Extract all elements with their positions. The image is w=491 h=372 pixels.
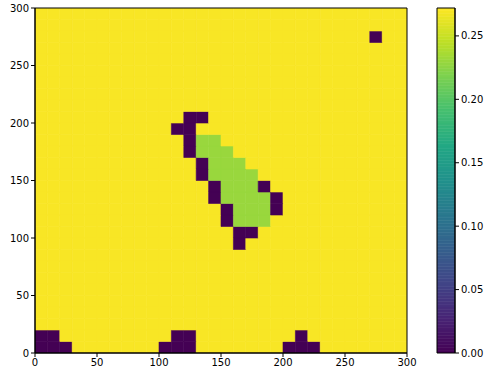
svg-text:200: 200 [10,118,29,129]
svg-text:0.25: 0.25 [461,30,483,41]
svg-text:250: 250 [335,357,354,368]
svg-text:0.20: 0.20 [461,94,483,105]
svg-text:200: 200 [273,357,292,368]
svg-text:100: 100 [149,357,168,368]
svg-text:150: 150 [10,175,29,186]
svg-text:250: 250 [10,60,29,71]
svg-text:0: 0 [32,357,38,368]
svg-text:0.00: 0.00 [461,348,483,359]
svg-text:300: 300 [10,3,29,14]
svg-text:300: 300 [397,357,416,368]
svg-text:0.15: 0.15 [461,157,483,168]
svg-text:150: 150 [211,357,230,368]
svg-text:0.05: 0.05 [461,284,483,295]
svg-text:50: 50 [16,290,29,301]
svg-text:0.10: 0.10 [461,221,483,232]
svg-text:100: 100 [10,233,29,244]
svg-text:50: 50 [91,357,104,368]
svg-text:0: 0 [23,348,29,359]
